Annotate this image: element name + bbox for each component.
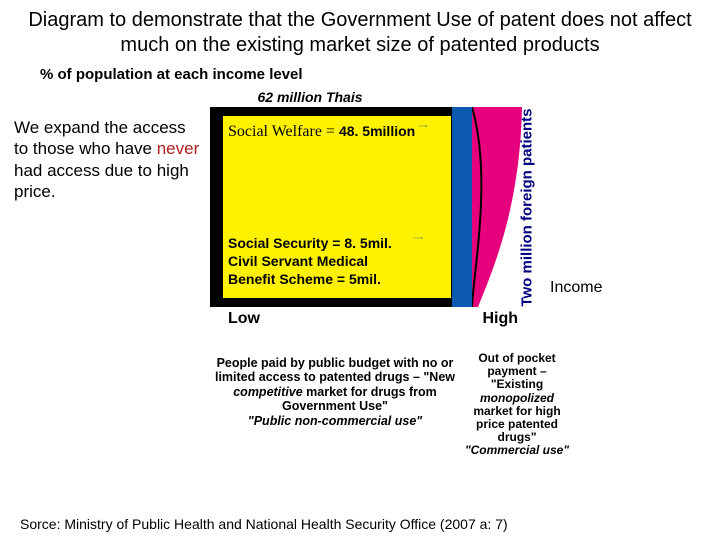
axis-low: Low <box>228 310 260 328</box>
arrow-icon <box>388 237 448 239</box>
bl-part2: market for drugs from Government Use" <box>282 385 437 413</box>
sw-benefit-prefix: Benefit Scheme = <box>228 271 349 287</box>
arrow-icon <box>398 125 448 127</box>
br-line2: "Commercial use" <box>465 443 569 457</box>
bl-part1: People paid by public budget with no or … <box>215 356 455 384</box>
bottom-right-note: Out of pocket payment – "Existing monopo… <box>462 352 572 458</box>
sw-welfare-prefix: Social Welfare = <box>228 123 339 140</box>
thais-bracket-label: 62 million Thais <box>160 87 460 107</box>
sw-socsec-value: 8. 5mil. <box>344 235 391 251</box>
page-subtitle: % of population at each income level <box>0 62 720 87</box>
sw-civil-line1: Civil Servant Medical <box>228 253 458 269</box>
bl-italic: competitive <box>233 385 302 399</box>
vertical-foreign-text: Two million foreign patients <box>519 108 536 306</box>
diagram-area: We expand the access to those who have n… <box>0 107 720 327</box>
x-axis-labels: Low High <box>228 310 518 328</box>
income-axis-label: Income <box>550 279 602 297</box>
left-text-never: never <box>157 139 200 158</box>
bottom-annotations: People paid by public budget with no or … <box>0 356 720 486</box>
bottom-left-note: People paid by public budget with no or … <box>210 356 460 428</box>
br-italic: monopolized <box>480 391 554 405</box>
axis-high: High <box>482 310 518 328</box>
br-part1: Out of pocket payment – "Existing <box>478 351 555 391</box>
bl-line2: "Public non-commercial use" <box>248 414 422 428</box>
br-part2: market for high price patented drugs" <box>473 404 560 444</box>
sw-civil-line2: Benefit Scheme = 5mil. <box>228 271 458 287</box>
vertical-foreign-label: Two million foreign patients <box>512 107 542 307</box>
source-citation: Sorce: Ministry of Public Health and Nat… <box>20 516 508 532</box>
page-title: Diagram to demonstrate that the Governme… <box>0 0 720 62</box>
sw-socsec-prefix: Social Security = <box>228 235 344 251</box>
left-text-part2: had access due to high price. <box>14 161 189 201</box>
left-commentary: We expand the access to those who have n… <box>14 117 204 202</box>
sw-benefit-value: 5mil. <box>349 271 381 287</box>
